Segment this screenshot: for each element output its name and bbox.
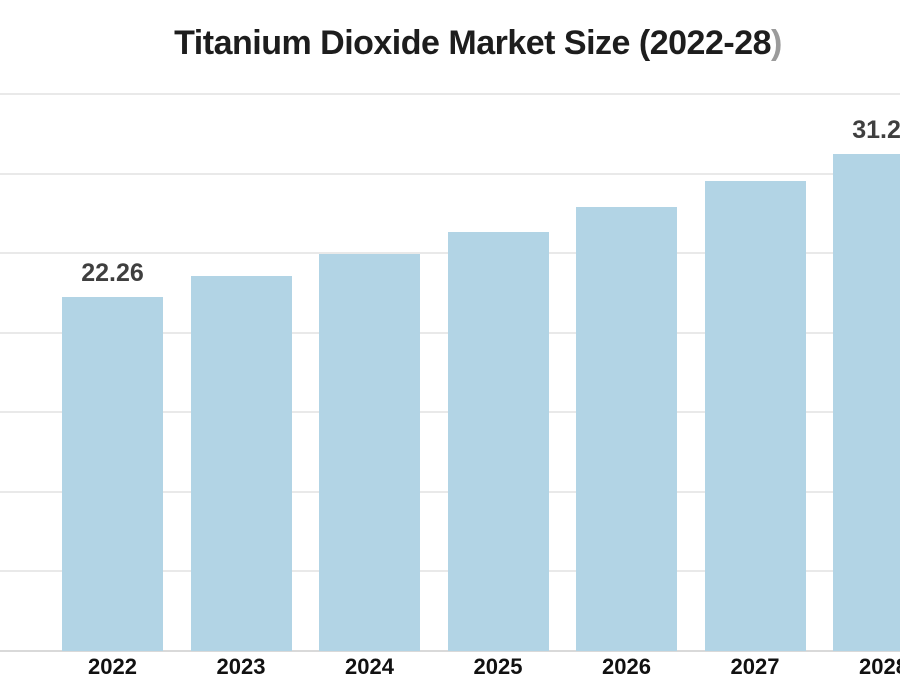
x-tick-2025: 2025 [473, 654, 523, 679]
bar-2028 [833, 153, 900, 651]
x-tick-2026: 2026 [602, 654, 651, 679]
x-tick-2023: 2023 [216, 654, 266, 679]
chart-title: Titanium Dioxide Market Size (2022-28) [0, 24, 900, 63]
x-tick-2027: 2027 [730, 654, 780, 679]
x-tick-2028: 2028 [859, 654, 900, 679]
gridline [0, 93, 900, 95]
value-label-2022: 22.26 [81, 259, 144, 287]
chart-title-paren: ) [771, 24, 782, 62]
x-axis-line [0, 650, 900, 652]
x-tick-2024: 2024 [345, 654, 394, 679]
chart-title-text: Titanium Dioxide Market Size (2022-28 [174, 24, 772, 62]
bar-2025 [447, 231, 549, 651]
x-tick-2022: 2022 [88, 654, 137, 679]
bar-2026 [576, 207, 677, 651]
gridline [0, 173, 900, 175]
bar-2022 [62, 296, 163, 651]
bar-2024 [319, 254, 420, 651]
bar-2027 [704, 181, 806, 651]
value-label-2028: 31.24 [852, 116, 900, 144]
bar-2023 [190, 276, 292, 651]
